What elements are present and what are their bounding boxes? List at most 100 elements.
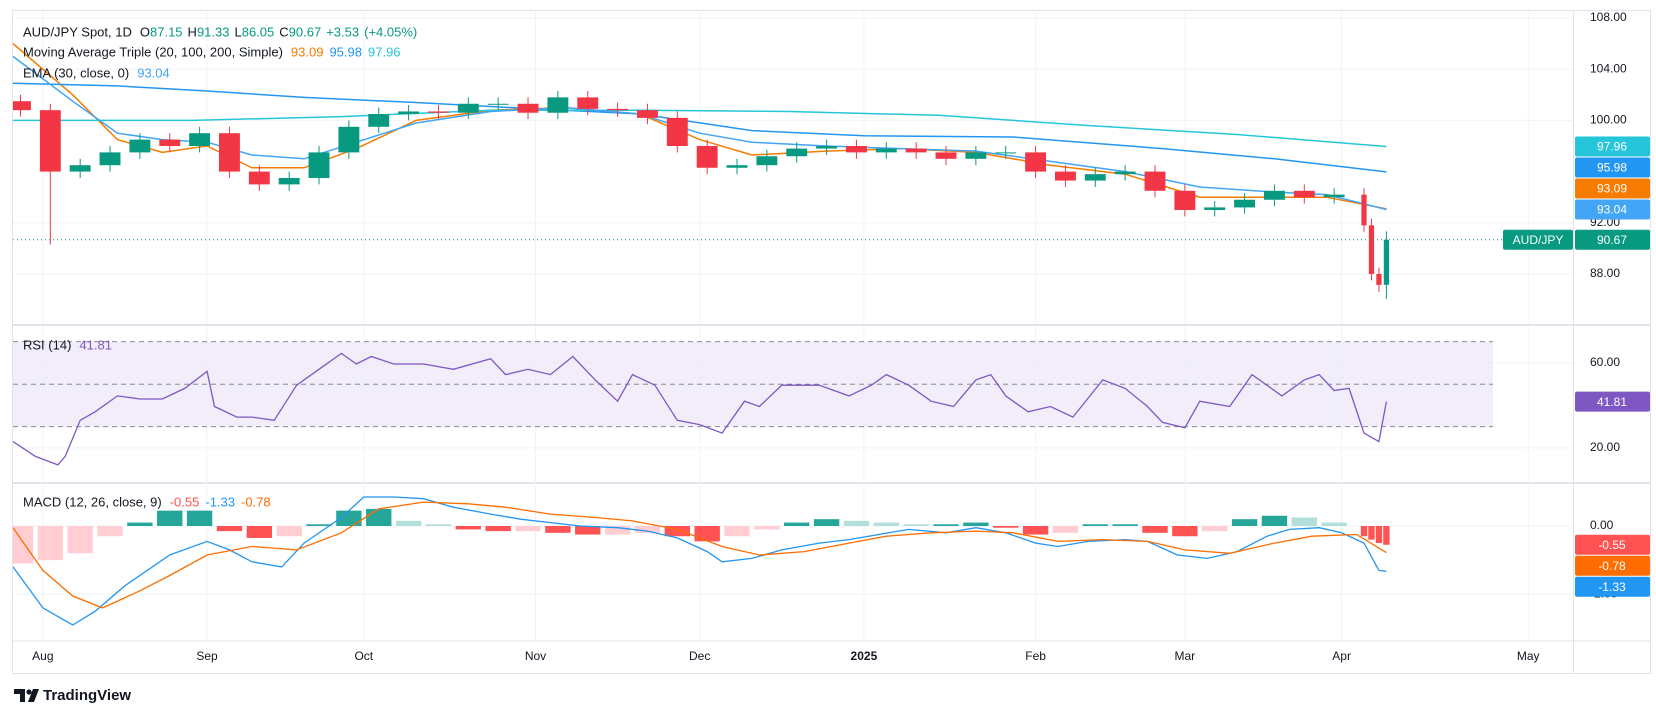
- legend-text: 97.96: [368, 44, 401, 59]
- candle-body: [726, 165, 748, 168]
- chart-frame: [12, 10, 1651, 674]
- candle-body: [398, 111, 420, 115]
- candle-body: [99, 152, 121, 166]
- y-tick-label: 108.00: [1590, 10, 1627, 24]
- candle-body: [786, 148, 808, 157]
- histogram-bar: [1321, 522, 1347, 526]
- price-tag: [1575, 534, 1650, 555]
- histogram-bar: [1261, 515, 1288, 526]
- candle-body: [189, 133, 211, 147]
- moving-average-line: [13, 109, 1387, 148]
- candle-body: [457, 103, 479, 113]
- x-tick-label: 2025: [851, 649, 878, 663]
- legend-text: -0.78: [241, 494, 271, 509]
- y-tick-label: 0.00: [1590, 518, 1614, 532]
- candle-body: [159, 139, 181, 147]
- histogram-bar: [97, 525, 123, 537]
- legend-text: 93.09: [291, 44, 324, 59]
- candle-body: [577, 97, 599, 109]
- histogram-bar: [1291, 517, 1317, 526]
- candle-body: [69, 165, 91, 172]
- legend-text: 41.81: [79, 337, 112, 352]
- histogram-bar: [1082, 524, 1108, 526]
- histogram-bar: [336, 510, 362, 526]
- histogram-bar: [186, 510, 213, 526]
- legend-text: O: [140, 24, 150, 39]
- candle-body: [637, 110, 658, 118]
- price-tag: [1575, 391, 1650, 412]
- price-tag-label: 93.04: [1597, 203, 1627, 217]
- legend-text: L: [234, 24, 241, 39]
- price-tag-label: 93.09: [1597, 182, 1627, 196]
- logo-mark: [26, 689, 32, 695]
- price-tag-label: -0.78: [1598, 559, 1626, 573]
- x-tick-label: Apr: [1332, 649, 1351, 663]
- price-tag-label: 41.81: [1597, 395, 1627, 409]
- histogram-bar: [485, 525, 511, 532]
- candle-body: [1323, 194, 1345, 198]
- legend-text: EMA (30, close, 0): [23, 65, 129, 80]
- x-tick-label: Feb: [1025, 649, 1046, 663]
- pane: [13, 11, 1573, 324]
- histogram-bar: [1231, 519, 1258, 526]
- price-tag-label: 97.96: [1597, 140, 1627, 154]
- candle-body: [995, 152, 1017, 154]
- histogram-bar: [1172, 525, 1198, 537]
- candle-body: [1204, 207, 1226, 210]
- candle-body: [816, 146, 838, 149]
- histogram-bar: [575, 525, 601, 535]
- candle-body: [13, 101, 31, 111]
- candle-body: [666, 117, 688, 147]
- candle-body: [845, 146, 867, 153]
- candle-body: [338, 126, 360, 153]
- legend-text: 91.33: [197, 24, 230, 39]
- histogram-bar: [1383, 525, 1390, 545]
- candle-body: [278, 177, 300, 185]
- pane: [13, 483, 1573, 641]
- candle-body: [756, 156, 778, 166]
- histogram-bar: [1112, 524, 1138, 526]
- candle-body: [1114, 171, 1136, 175]
- histogram-bar: [1202, 525, 1228, 532]
- x-tick-label: Sep: [196, 649, 218, 663]
- legend-text: H: [188, 24, 197, 39]
- candle-body: [308, 152, 330, 178]
- candle-body: [517, 103, 539, 113]
- histogram-bar: [843, 520, 870, 526]
- y-tick-label: 104.00: [1590, 61, 1627, 75]
- histogram-bar: [873, 522, 899, 526]
- candle-body: [1174, 190, 1196, 210]
- candle-body: [547, 97, 569, 113]
- brand-logo[interactable]: TradingView: [14, 687, 131, 704]
- price-tag: [1575, 178, 1650, 199]
- histogram-bar: [515, 525, 541, 532]
- price-tag-label: -1.33: [1598, 580, 1626, 594]
- rsi-line: [13, 352, 1388, 466]
- price-tag: [1575, 199, 1650, 220]
- candle-body: [1361, 194, 1367, 226]
- histogram-bar: [306, 524, 332, 526]
- candle-body: [696, 146, 718, 168]
- legend-text: 90.67: [289, 24, 322, 39]
- candle-body: [39, 110, 61, 172]
- x-tick-label: Mar: [1175, 649, 1196, 663]
- histogram-bar: [933, 524, 959, 526]
- candle-body: [1054, 171, 1076, 181]
- legend-text: 93.04: [137, 65, 170, 80]
- legend-text: RSI (14): [23, 337, 71, 352]
- y-tick-label: 60.00: [1590, 355, 1620, 369]
- histogram-bar: [545, 525, 571, 533]
- x-tick-label: Nov: [525, 649, 546, 663]
- histogram-bar: [1360, 525, 1368, 537]
- x-tick-label: May: [1517, 649, 1540, 663]
- symbol-tag-label: AUD/JPY: [1513, 233, 1564, 247]
- price-tag: [1575, 157, 1650, 178]
- pane: [13, 327, 1573, 483]
- histogram-bar: [37, 525, 64, 561]
- legend-text: Moving Average Triple (20, 100, 200, Sim…: [23, 44, 283, 59]
- price-tag-label: 95.98: [1597, 161, 1627, 175]
- histogram-bar: [1375, 525, 1383, 544]
- histogram-bar: [963, 522, 989, 526]
- x-tick-label: Aug: [32, 649, 53, 663]
